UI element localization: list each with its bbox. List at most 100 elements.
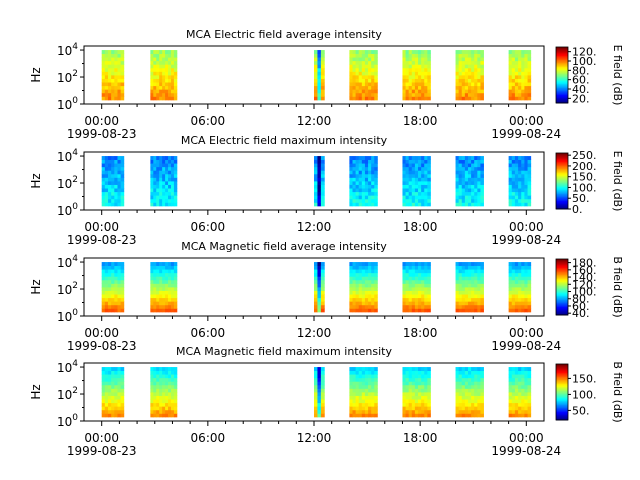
heatmap-cell (368, 184, 372, 189)
heatmap-cell (414, 71, 419, 76)
heatmap-cell (317, 287, 322, 291)
heatmap-cell (421, 287, 425, 291)
heatmap-cell (170, 384, 175, 389)
heatmap-cell (108, 85, 112, 90)
heatmap-cell (170, 377, 175, 382)
heatmap-cell (402, 265, 406, 270)
heatmap-cell (104, 50, 109, 55)
heatmap-cell (368, 188, 372, 193)
heatmap-cell (358, 156, 363, 161)
colorbar-swatch (556, 308, 568, 310)
heatmap-cell (320, 64, 325, 69)
heatmap-cell (424, 159, 428, 164)
heatmap-cell (117, 92, 122, 97)
heatmap-cell (518, 377, 522, 382)
heatmap-cell (162, 265, 166, 270)
colorbar-frame (555, 363, 569, 421)
heatmap-cell (427, 269, 431, 274)
heatmap-cell (364, 202, 369, 207)
heatmap-cell (120, 308, 125, 313)
heatmap-cell (153, 301, 157, 306)
heatmap-cell (408, 374, 413, 379)
heatmap-cell (405, 367, 410, 372)
colorbar-swatch (556, 368, 568, 371)
heatmap-cell (514, 374, 519, 379)
heatmap-cell (527, 262, 532, 267)
heatmap-cell (464, 367, 469, 372)
heatmap-cell (521, 156, 525, 161)
heatmap-cell (358, 75, 363, 79)
heatmap-cell (474, 308, 478, 313)
heatmap-cell (471, 406, 475, 411)
heatmap-cell (411, 166, 416, 171)
heatmap-cell (173, 181, 178, 185)
heatmap-cell (518, 297, 522, 302)
heatmap-cell (168, 89, 172, 94)
heatmap-cell (414, 409, 419, 414)
heatmap-cell (355, 290, 360, 295)
heatmap-cell (170, 181, 175, 185)
heatmap-cell (514, 290, 519, 295)
heatmap-cell (108, 406, 112, 411)
heatmap-cell (467, 57, 472, 62)
heatmap-cell (514, 163, 519, 168)
heatmap-cell (402, 388, 406, 393)
colorbar-swatch (556, 372, 568, 375)
colorbar-swatch (556, 277, 568, 280)
heatmap-cell (361, 53, 366, 58)
heatmap-cell (524, 64, 528, 69)
heatmap-cell (464, 301, 469, 306)
heatmap-cell (464, 202, 469, 207)
heatmap-cell (414, 75, 419, 79)
heatmap-cell (101, 198, 106, 203)
heatmap-cell (455, 392, 460, 396)
heatmap-cell (120, 96, 125, 101)
colorbar-frame (555, 46, 569, 104)
colorbar-swatch (556, 65, 568, 68)
heatmap-cell (508, 156, 513, 161)
heatmap-cell (364, 166, 369, 171)
heatmap-cell (455, 92, 460, 97)
heatmap-cell (317, 75, 322, 79)
heatmap-cell (521, 392, 525, 396)
colorbar-tick-label: 60. (572, 300, 590, 313)
heatmap-cell (117, 64, 122, 69)
heatmap-cell (424, 269, 428, 274)
heatmap-cell (411, 367, 416, 372)
heatmap-cell (471, 377, 475, 382)
heatmap-cell (111, 409, 115, 414)
heatmap-cell (162, 388, 166, 393)
heatmap-cell (427, 67, 431, 72)
heatmap-cell (320, 406, 325, 411)
spectrogram-segment (455, 367, 484, 418)
heatmap-cell (358, 92, 363, 97)
heatmap-cell (317, 85, 322, 90)
heatmap-cell (120, 290, 125, 295)
colorbar-swatch (556, 266, 568, 268)
heatmap-cell (427, 262, 431, 267)
heatmap-cell (461, 279, 466, 284)
heatmap-cell (408, 173, 413, 178)
heatmap-cell (480, 78, 484, 83)
heatmap-cell (156, 294, 160, 299)
heatmap-cell (477, 89, 481, 94)
heatmap-cell (364, 53, 369, 58)
heatmap-cell (349, 71, 353, 76)
heatmap-cell (402, 85, 406, 90)
heatmap-cell (159, 374, 163, 379)
heatmap-cell (153, 53, 157, 58)
heatmap-cell (173, 89, 178, 94)
heatmap-cell (150, 163, 154, 168)
colorbar-swatch (556, 274, 568, 277)
heatmap-cell (358, 370, 363, 375)
heatmap-cell (168, 82, 172, 87)
heatmap-cell (461, 283, 466, 288)
heatmap-cell (108, 290, 112, 295)
heatmap-cell (165, 374, 169, 379)
heatmap-cell (461, 287, 466, 291)
heatmap-cell (524, 57, 528, 62)
colorbar-swatch (556, 164, 568, 167)
panel-title: MCA Magnetic field maximum intensity (176, 345, 392, 358)
heatmap-cell (414, 279, 419, 284)
heatmap-cell (159, 395, 163, 400)
